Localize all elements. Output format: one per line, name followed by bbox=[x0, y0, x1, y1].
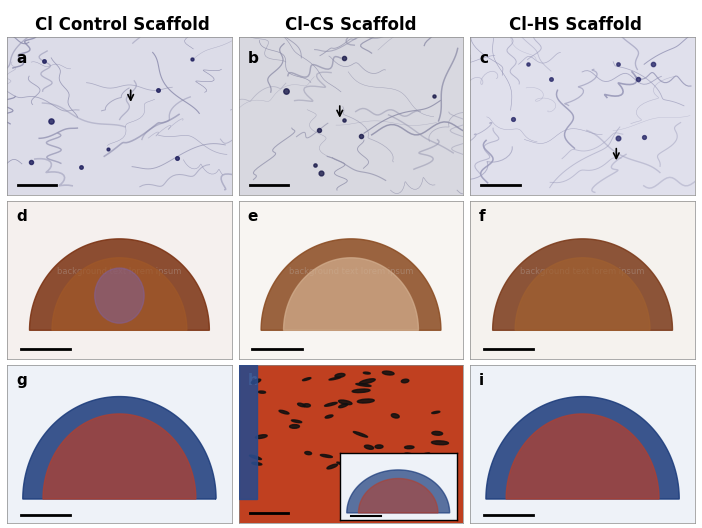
Polygon shape bbox=[515, 258, 650, 331]
Ellipse shape bbox=[303, 404, 310, 407]
Text: Cl Control Scaffold: Cl Control Scaffold bbox=[36, 16, 210, 34]
Ellipse shape bbox=[335, 373, 345, 378]
Ellipse shape bbox=[251, 379, 260, 383]
Polygon shape bbox=[29, 239, 209, 331]
Polygon shape bbox=[486, 397, 680, 499]
Ellipse shape bbox=[327, 464, 338, 469]
Ellipse shape bbox=[397, 475, 407, 477]
Ellipse shape bbox=[95, 268, 144, 323]
Ellipse shape bbox=[325, 415, 333, 418]
Text: background text lorem ipsum: background text lorem ipsum bbox=[289, 268, 413, 277]
Text: d: d bbox=[16, 209, 27, 224]
Text: Cl-HS Scaffold: Cl-HS Scaffold bbox=[509, 16, 642, 34]
Polygon shape bbox=[284, 258, 418, 331]
Ellipse shape bbox=[432, 431, 442, 435]
Polygon shape bbox=[506, 414, 659, 499]
Ellipse shape bbox=[249, 455, 261, 459]
Ellipse shape bbox=[419, 453, 430, 456]
Text: g: g bbox=[16, 373, 27, 388]
Text: f: f bbox=[479, 209, 486, 224]
Ellipse shape bbox=[298, 403, 305, 407]
Ellipse shape bbox=[402, 379, 409, 383]
Ellipse shape bbox=[359, 379, 375, 384]
Bar bbox=[239, 365, 256, 499]
Ellipse shape bbox=[256, 435, 267, 438]
Text: a: a bbox=[16, 51, 27, 66]
Ellipse shape bbox=[338, 404, 347, 408]
Ellipse shape bbox=[432, 441, 449, 445]
Text: b: b bbox=[248, 51, 258, 66]
Ellipse shape bbox=[357, 399, 374, 403]
Ellipse shape bbox=[305, 451, 312, 455]
Ellipse shape bbox=[389, 469, 402, 475]
Ellipse shape bbox=[329, 377, 340, 380]
Ellipse shape bbox=[279, 410, 289, 414]
Ellipse shape bbox=[432, 411, 440, 413]
Ellipse shape bbox=[375, 445, 383, 448]
Polygon shape bbox=[22, 397, 216, 499]
Ellipse shape bbox=[404, 446, 414, 449]
Ellipse shape bbox=[364, 445, 373, 449]
Ellipse shape bbox=[352, 389, 370, 393]
Ellipse shape bbox=[404, 453, 412, 456]
Ellipse shape bbox=[290, 425, 300, 428]
Ellipse shape bbox=[303, 378, 311, 381]
Ellipse shape bbox=[356, 383, 371, 386]
Ellipse shape bbox=[353, 431, 368, 437]
Polygon shape bbox=[493, 239, 673, 331]
Text: i: i bbox=[479, 373, 484, 388]
Polygon shape bbox=[52, 258, 187, 331]
Ellipse shape bbox=[338, 400, 352, 404]
Ellipse shape bbox=[252, 463, 262, 465]
Ellipse shape bbox=[258, 391, 265, 393]
Polygon shape bbox=[43, 414, 196, 499]
Ellipse shape bbox=[383, 371, 394, 375]
Text: Cl-CS Scaffold: Cl-CS Scaffold bbox=[285, 16, 417, 34]
Ellipse shape bbox=[391, 414, 399, 418]
Text: e: e bbox=[248, 209, 258, 224]
Text: background text lorem ipsum: background text lorem ipsum bbox=[58, 268, 182, 277]
Text: background text lorem ipsum: background text lorem ipsum bbox=[520, 268, 644, 277]
Text: h: h bbox=[248, 373, 258, 388]
Text: c: c bbox=[479, 51, 488, 66]
Ellipse shape bbox=[364, 372, 370, 374]
Ellipse shape bbox=[320, 455, 332, 458]
Polygon shape bbox=[261, 239, 441, 331]
Ellipse shape bbox=[291, 420, 302, 423]
Ellipse shape bbox=[337, 462, 346, 466]
Ellipse shape bbox=[324, 402, 337, 406]
